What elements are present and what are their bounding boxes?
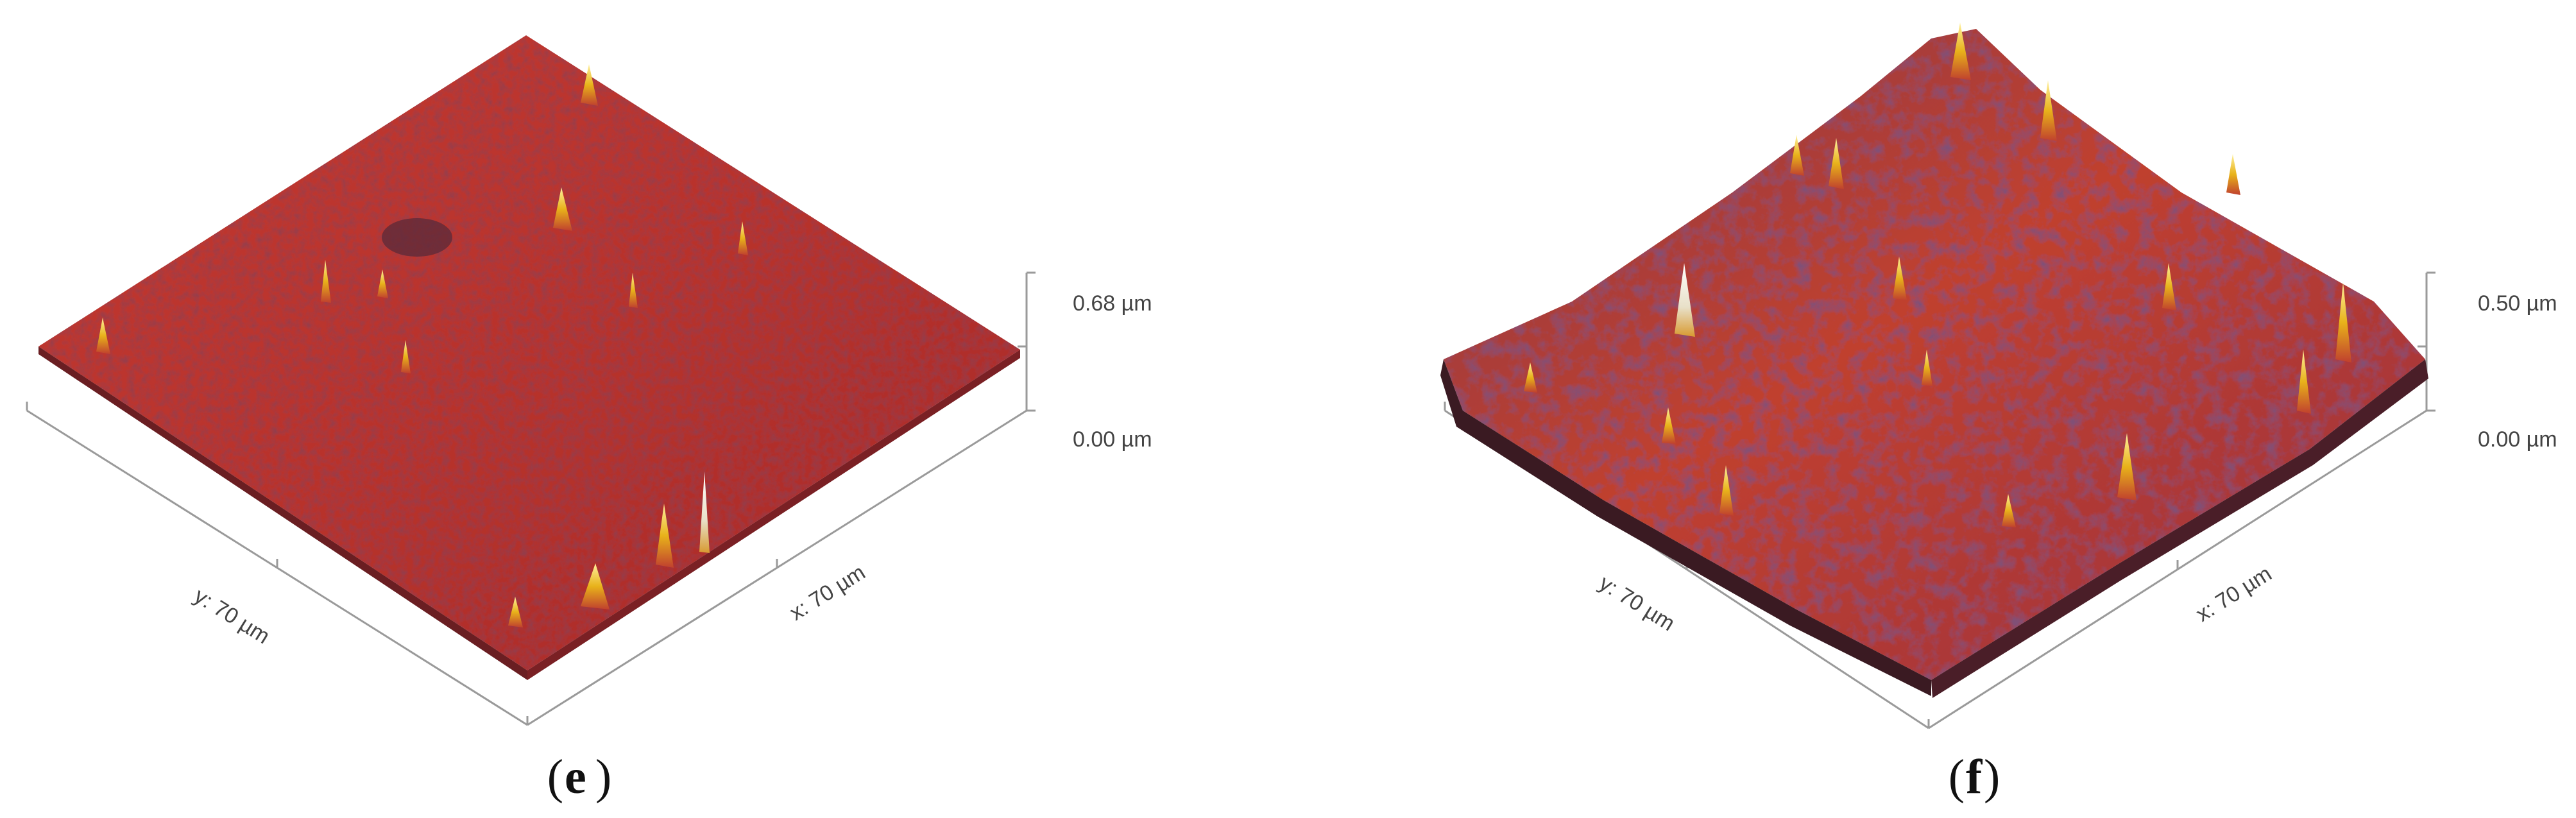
panel-f-surface-side-left xyxy=(1440,359,1931,696)
panel-f-surface-top xyxy=(1444,29,2425,680)
peak xyxy=(401,340,411,373)
peak xyxy=(377,269,388,298)
panel-f-z-max-label: 0.50 µm xyxy=(2478,291,2557,316)
panel-f: y: 70 µm x: 70 µm 0.50 µm 0.00 µm ( f ) xyxy=(1440,22,2557,804)
panel-e-peaks xyxy=(96,64,748,627)
panel-f-x-axis-label: x: 70 µm xyxy=(2192,561,2276,627)
panel-e-y-axis-label: y: 70 µm xyxy=(190,584,274,649)
panel-e-label-open: ( xyxy=(547,750,563,804)
peak xyxy=(1893,257,1907,300)
panel-e-x-axis-label: x: 70 µm xyxy=(785,560,869,626)
panel-e-surface-side-left xyxy=(38,346,527,680)
panel-e-surface xyxy=(38,35,1020,680)
peak xyxy=(2002,494,2016,527)
peak xyxy=(581,563,610,609)
panel-e: y: 70 µm x: 70 µm 0.68 µm 0.00 µm ( e ) xyxy=(26,35,1152,804)
peak xyxy=(2297,350,2311,414)
peak xyxy=(738,221,748,255)
panel-f-x-axis-line xyxy=(1928,409,2427,729)
peak-white xyxy=(1675,263,1695,337)
peak-white xyxy=(699,472,710,553)
panel-e-z-min-label: 0.00 µm xyxy=(1073,427,1152,452)
panel-f-z-min-label: 0.00 µm xyxy=(2478,427,2557,452)
peak xyxy=(508,597,523,627)
peak xyxy=(2040,80,2057,141)
panel-f-label-close: ) xyxy=(1984,750,2000,804)
surface-pit xyxy=(382,218,452,257)
peak xyxy=(1524,362,1537,393)
peak xyxy=(2162,263,2176,311)
panel-e-surface-top xyxy=(38,35,1020,670)
panel-f-label-letter: f xyxy=(1966,750,1983,804)
peak xyxy=(1950,22,1971,80)
peak xyxy=(2335,282,2351,362)
peak xyxy=(581,64,598,106)
peak xyxy=(553,187,572,231)
panel-e-label-letter: e xyxy=(565,750,586,804)
peak xyxy=(1790,135,1804,176)
peak xyxy=(656,504,674,568)
panel-e-surface-side-right xyxy=(527,350,1020,680)
peak xyxy=(1829,138,1844,189)
peak xyxy=(2117,433,2137,500)
peak xyxy=(1719,465,1734,516)
panel-f-surface-side-right xyxy=(1931,359,2428,698)
panel-e-z-max-label: 0.68 µm xyxy=(1073,291,1152,316)
peak xyxy=(1662,407,1676,444)
panel-f-label-open: ( xyxy=(1949,750,1965,804)
peak xyxy=(2226,154,2240,195)
peak xyxy=(629,273,638,308)
panel-f-y-axis-label: y: 70 µm xyxy=(1595,571,1679,636)
panel-f-surface xyxy=(1440,29,2428,698)
panel-e-label-close: ) xyxy=(595,750,611,804)
peak xyxy=(1922,350,1932,386)
peak xyxy=(321,260,331,303)
peak xyxy=(96,318,110,354)
panel-f-peaks xyxy=(1524,22,2351,527)
panel-e-axes xyxy=(26,271,1036,726)
